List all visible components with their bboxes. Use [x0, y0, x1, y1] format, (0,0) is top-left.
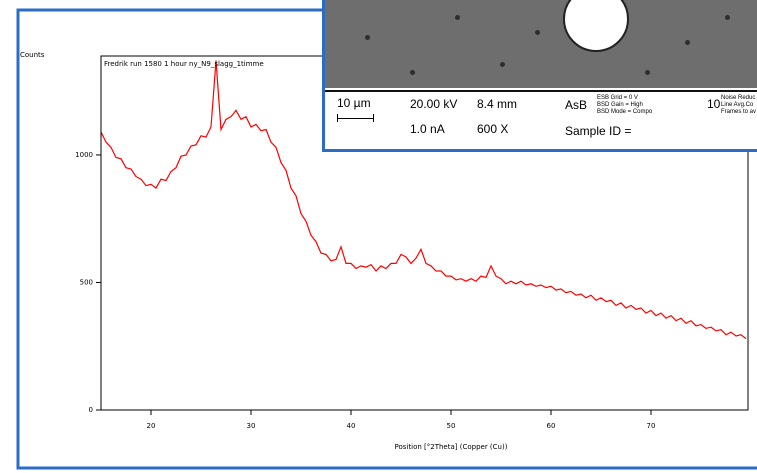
x-tick-label: 20: [147, 422, 156, 430]
speck: [410, 70, 415, 75]
speck: [535, 30, 540, 35]
y-tick-label: 0: [89, 406, 93, 414]
detector: AsB: [565, 98, 588, 112]
sem-image-panel: 10 µm 20.00 kV 8.4 mm AsB ESB Grid = 0 V…: [322, 0, 757, 152]
x-tick-label: 60: [547, 422, 556, 430]
speck: [685, 40, 690, 45]
x-tick-label: 70: [647, 422, 656, 430]
speck: [725, 15, 730, 20]
y-axis-title: Counts: [20, 51, 45, 59]
bsd-mode: BSD Mode = Compo: [597, 109, 653, 115]
beam-current: 1.0 nA: [410, 122, 445, 136]
speck: [645, 70, 650, 75]
x-tick-label: 30: [247, 422, 256, 430]
scale-bar-end: [337, 114, 338, 122]
bsd-gain: BSD Gain = High: [597, 102, 643, 108]
scale-bar: [337, 118, 373, 119]
particle: [563, 0, 629, 52]
data-line: [100, 60, 747, 340]
sem-image: [325, 0, 757, 88]
sem-info-bar: 10 µm 20.00 kV 8.4 mm AsB ESB Grid = 0 V…: [325, 90, 757, 149]
scale-label: 10 µm: [337, 96, 371, 110]
working-distance: 8.4 mm: [477, 97, 518, 111]
noise-reduction: Noise Reduc: [721, 95, 756, 101]
esb-grid: ESB Grid = 0 V: [597, 95, 638, 101]
magnification: 600 X: [477, 122, 509, 136]
speck: [365, 35, 370, 40]
chart-title: Fredrik run 1580 1 hour ny_N9_slagg_1tim…: [104, 60, 264, 68]
voltage: 20.00 kV: [410, 97, 458, 111]
frames-to-average: Frames to av: [721, 109, 757, 115]
frames-count: 10: [707, 97, 721, 111]
line-average: Line Avg.Co: [721, 102, 754, 108]
sample-id: Sample ID =: [565, 124, 632, 138]
y-tick-label: 1000: [75, 151, 93, 159]
y-tick-label: 500: [80, 278, 93, 286]
speck: [500, 62, 505, 67]
x-tick-label: 50: [447, 422, 456, 430]
scale-bar-end: [373, 114, 374, 122]
x-tick-label: 40: [347, 422, 356, 430]
x-axis-title: Position [°2Theta] (Copper (Cu)): [395, 443, 508, 451]
speck: [455, 15, 460, 20]
